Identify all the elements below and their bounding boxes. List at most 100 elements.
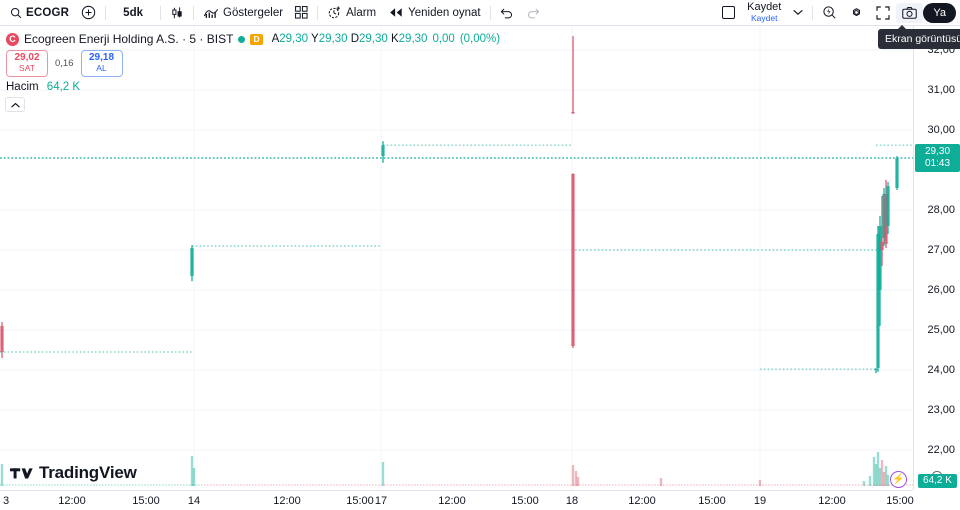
chart-legend[interactable]: C Ecogreen Enerji Holding A.S. · 5 · BIS… — [6, 32, 500, 46]
data-chip: D — [250, 33, 263, 45]
time-tick-label: 14 — [187, 495, 201, 507]
open-value: 29,30 — [279, 33, 309, 45]
close-label: K — [390, 33, 399, 45]
replay-button[interactable]: Yeniden oynat — [382, 3, 486, 23]
fullscreen-icon — [876, 5, 890, 20]
redo-icon — [526, 6, 540, 19]
time-tick-label: 18 — [565, 495, 579, 507]
toolbar-divider — [193, 5, 194, 20]
chevron-up-icon — [10, 102, 20, 108]
time-tick-label: 12:00 — [818, 495, 846, 507]
time-tick-label: 17 — [374, 495, 388, 507]
interval-label: 5dk — [123, 6, 143, 19]
toolbar-divider — [489, 5, 491, 20]
open-label: A — [271, 33, 280, 45]
price-tick-label: 27,00 — [927, 244, 955, 256]
volume-legend-value: 64,2 K — [46, 81, 81, 93]
toolbar-divider — [317, 5, 319, 20]
low-label: D — [350, 33, 359, 45]
time-tick-label: 15:00 — [698, 495, 726, 507]
settings-button[interactable] — [843, 3, 870, 23]
legend-title: Ecogreen Enerji Holding A.S. · 5 · BIST — [24, 32, 234, 46]
alert-button[interactable]: Alarm — [321, 3, 382, 23]
chevron-down-icon — [793, 9, 803, 16]
alert-label: Alarm — [346, 6, 377, 19]
interval-button[interactable]: 5dk — [109, 3, 157, 23]
price-series-svg — [0, 26, 913, 490]
tradingview-watermark[interactable]: TradingView — [10, 463, 137, 483]
save-sublabel: Kaydet — [751, 12, 778, 23]
bar-countdown: 01:43 — [924, 157, 951, 169]
price-tick-label: 31,00 — [927, 84, 955, 96]
gear-icon — [849, 5, 864, 20]
lightning-bolt-icon[interactable]: ⚡ — [890, 471, 907, 488]
time-axis[interactable]: 3 12:00 15:00 14 12:00 15:00 17 12:00 15:00 18 12:… — [0, 490, 914, 510]
search-icon — [10, 7, 22, 19]
replay-label: Yeniden oynat — [408, 6, 481, 19]
spread-value: 0,16 — [55, 57, 74, 69]
undo-button[interactable] — [494, 3, 520, 23]
volume-value-badge[interactable]: 64,2 K — [918, 474, 957, 488]
chart-type-button[interactable] — [164, 3, 190, 23]
time-tick-label: 3 — [2, 495, 10, 507]
volume-legend[interactable]: Hacim 64,2 K — [6, 81, 80, 93]
price-tick-label: 24,00 — [927, 364, 955, 376]
alarm-clock-icon — [327, 5, 342, 20]
add-symbol-button[interactable] — [75, 3, 102, 23]
sell-badge[interactable]: 29,02 SAT — [6, 50, 48, 77]
undo-icon — [500, 6, 514, 19]
time-tick-label: 15:00 — [132, 495, 160, 507]
symbol-label: ECOGR — [26, 6, 70, 19]
screenshot-button[interactable] — [896, 2, 924, 23]
indicators-button[interactable]: Göstergeler — [197, 3, 289, 23]
time-tick-label: 19 — [753, 495, 767, 507]
volume-legend-label: Hacim — [6, 81, 39, 93]
save-button[interactable]: Kaydet Kaydet — [741, 1, 787, 25]
time-tick-label: 12:00 — [438, 495, 466, 507]
time-tick-label: 12:00 — [628, 495, 656, 507]
bid-ask-panel[interactable]: 29,02 SAT 0,16 29,18 AL — [6, 50, 123, 77]
save-label: Kaydet — [747, 1, 782, 14]
price-tick-label: 26,00 — [927, 284, 955, 296]
publish-button[interactable]: Ya — [923, 2, 956, 23]
buy-badge[interactable]: 29,18 AL — [80, 50, 123, 77]
grid-layout-icon — [295, 6, 308, 19]
tradingview-watermark-label: TradingView — [39, 463, 137, 482]
select-checkbox[interactable] — [716, 3, 741, 23]
sell-price: 29,02 — [14, 52, 40, 63]
checkbox-icon — [722, 6, 736, 19]
collapse-pane-button[interactable] — [5, 97, 25, 112]
chart-plot-area[interactable] — [0, 26, 913, 490]
tradingview-logo-icon — [10, 465, 34, 482]
toolbar-divider — [160, 5, 161, 20]
current-price-value: 29,30 — [924, 146, 951, 157]
camera-icon — [902, 6, 918, 20]
redo-button[interactable] — [520, 3, 546, 23]
save-menu-button[interactable] — [787, 3, 809, 23]
buy-price: 29,18 — [88, 52, 115, 63]
market-open-dot-icon — [238, 35, 246, 43]
quick-search-button[interactable] — [816, 3, 843, 23]
layouts-button[interactable] — [289, 3, 314, 23]
price-tick-label: 23,00 — [927, 404, 955, 416]
time-tick-label: 15:00 — [511, 495, 539, 507]
current-price-badge[interactable]: 29,30 01:43 — [915, 144, 960, 172]
time-tick-label: 12:00 — [58, 495, 86, 507]
price-tick-label: 25,00 — [927, 324, 955, 336]
symbol-search-button[interactable]: ECOGR — [4, 3, 75, 23]
symbol-logo-icon: C — [6, 32, 19, 46]
high-label: Y — [311, 33, 319, 45]
fullscreen-button[interactable] — [870, 3, 896, 23]
sell-label: SAT — [19, 62, 35, 73]
quick-search-icon — [822, 5, 837, 20]
time-tick-label: 15:00 — [886, 495, 914, 507]
close-value: 29,30 — [398, 33, 428, 45]
publish-label: Ya — [933, 6, 946, 19]
candlestick-icon — [170, 6, 184, 20]
time-tick-label: 12:00 — [273, 495, 301, 507]
toolbar-divider — [812, 5, 814, 20]
time-tick-label: 15:00 — [346, 495, 374, 507]
indicators-icon — [203, 6, 219, 20]
price-axis[interactable]: 32,00 31,00 30,00 28,00 27,00 26,00 25,00 24,00… — [913, 26, 960, 490]
